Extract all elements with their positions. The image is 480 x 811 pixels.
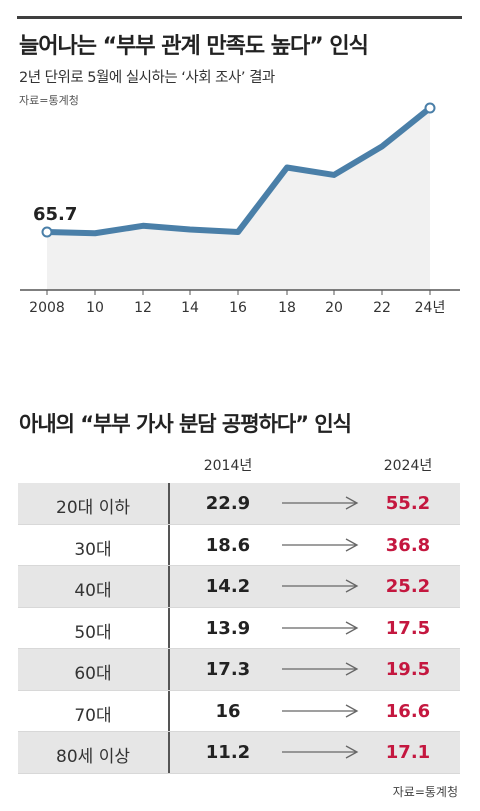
chart-title: 늘어나는 “부부 관계 만족도 높다” 인식 xyxy=(19,34,369,59)
value-2014: 11.2 xyxy=(205,742,251,763)
x-tick-label: 22 xyxy=(373,300,391,316)
arrow-right-icon xyxy=(282,579,359,593)
arrow-right-icon xyxy=(282,662,359,676)
table-header: 2014년 2024년 xyxy=(18,449,460,483)
value-2024: 17.5 xyxy=(385,617,431,639)
data-point xyxy=(424,102,436,114)
x-tick-label: 18 xyxy=(278,300,296,316)
row-age-label: 70대 xyxy=(74,705,112,726)
column-header-2024: 2024년 xyxy=(383,458,433,474)
row-age-label: 30대 xyxy=(74,539,112,560)
area-fill xyxy=(47,108,430,290)
table-row: 20대 이하 22.9 55.2 xyxy=(18,483,460,525)
data-label-first: 65.7 xyxy=(33,204,77,225)
row-age-label: 80세 이상 xyxy=(56,747,130,767)
value-2014: 13.9 xyxy=(205,617,251,639)
top-rule xyxy=(17,16,462,19)
row-age-label: 60대 xyxy=(74,664,112,684)
column-separator xyxy=(168,649,170,690)
column-separator xyxy=(168,524,170,565)
arrow-right-icon xyxy=(282,496,359,510)
table-body: 20대 이하 22.9 55.2 30대 18.6 36.8 40대 14.2 25.2 50대 1… xyxy=(18,483,460,774)
table-row: 80세 이상 11.2 17.1 xyxy=(18,732,460,774)
chore-share-table: 2014년 2024년 20대 이하 22.9 55.2 30대 18.6 36.8 40대… xyxy=(18,449,460,774)
table-row: 70대 16 16.6 xyxy=(18,690,460,732)
column-separator xyxy=(168,690,170,731)
value-2024: 25.2 xyxy=(385,576,431,597)
arrow-right-icon xyxy=(282,620,359,635)
value-2014: 14.2 xyxy=(205,576,251,597)
x-tick-label: 10 xyxy=(86,300,104,316)
row-age-label: 50대 xyxy=(74,622,112,643)
column-separator xyxy=(168,483,170,524)
column-separator xyxy=(168,566,170,607)
row-age-label: 40대 xyxy=(74,581,112,601)
value-2024: 16.6 xyxy=(385,700,431,722)
x-tick-label: 16 xyxy=(229,300,247,316)
value-2024: 19.5 xyxy=(385,659,431,680)
value-2024: 36.8 xyxy=(385,534,431,556)
value-2014: 16 xyxy=(215,700,241,722)
value-2024: 55.2 xyxy=(385,493,431,514)
table-row: 50대 13.9 17.5 xyxy=(18,607,460,649)
table-row: 30대 18.6 36.8 xyxy=(18,524,460,566)
table-title: 아내의 “부부 가사 분담 공평하다” 인식 xyxy=(19,412,352,436)
column-header-2014: 2014년 xyxy=(203,458,253,474)
value-2024: 17.1 xyxy=(385,742,431,763)
data-point xyxy=(41,226,53,238)
column-separator xyxy=(168,732,170,773)
table-row: 60대 17.3 19.5 xyxy=(18,649,460,691)
x-tick-label: 24년 xyxy=(415,300,446,316)
series-line xyxy=(44,105,433,237)
x-tick-label: 2008 xyxy=(29,300,65,316)
value-2014: 18.6 xyxy=(205,534,251,556)
table-source: 자료=통계청 xyxy=(392,785,458,799)
chart-subtitle: 2년 단위로 5월에 실시하는 ‘사회 조사’ 결과 xyxy=(19,70,275,86)
x-tick-label: 20 xyxy=(325,300,343,316)
row-age-label: 20대 이하 xyxy=(56,498,130,518)
chart-source: 자료=통계청 xyxy=(19,94,79,107)
x-tick-label: 14 xyxy=(181,300,199,316)
value-2014: 17.3 xyxy=(205,659,251,680)
arrow-right-icon xyxy=(282,745,359,759)
arrow-right-icon xyxy=(282,703,359,718)
column-separator xyxy=(168,607,170,648)
table-row: 40대 14.2 25.2 xyxy=(18,566,460,608)
arrow-right-icon xyxy=(282,537,359,552)
value-2014: 22.9 xyxy=(205,493,251,514)
x-tick-label: 12 xyxy=(134,300,152,316)
